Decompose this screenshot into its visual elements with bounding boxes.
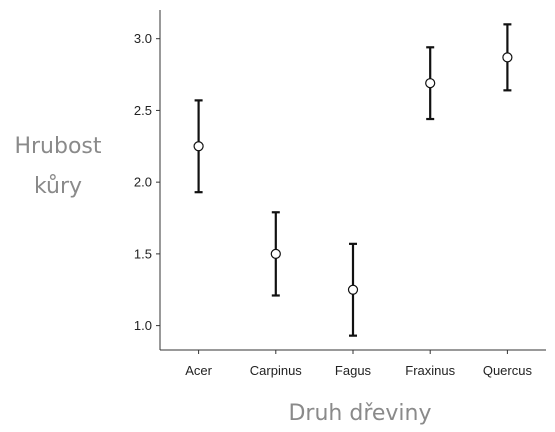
x-ticks: Acer Carpinus Fagus Fraxinus Quercus [185,350,532,378]
error-bar-quercus [502,23,513,92]
error-bar-acer [193,99,204,194]
y-tick: 2.5 [134,103,160,118]
y-tick: 3.0 [134,31,160,46]
y-axis-title-line-2: kůry [34,174,82,199]
y-tick: 1.5 [134,246,160,261]
x-tick: Carpinus [250,350,303,378]
x-tick: Fraxinus [405,350,456,378]
x-tick-label: Fraxinus [405,363,455,378]
x-axis-title: Druh dřeviny [288,401,431,426]
y-tick-label: 2.0 [134,175,152,190]
y-tick: 1.0 [134,318,160,333]
data-marks [193,23,513,337]
y-axis-title-line-1: Hrubost [14,134,101,159]
error-bar-carpinus [270,211,281,297]
y-tick-label: 2.5 [134,103,152,118]
mean-point [502,52,513,63]
x-tick-label: Fagus [335,363,372,378]
x-tick: Acer [185,350,213,378]
y-tick-label: 1.5 [134,246,152,261]
mean-point [425,78,436,89]
axes: 1.0 1.5 2.0 2.5 3.0 Acer Carpinus Fagus Fraxinu… [134,10,546,378]
y-ticks: 1.0 1.5 2.0 2.5 3.0 [134,31,160,333]
x-tick: Quercus [483,350,533,378]
y-tick-label: 1.0 [134,318,152,333]
error-bar-fagus [347,242,359,337]
mean-point [270,248,281,259]
y-tick-label: 3.0 [134,31,152,46]
x-tick: Fagus [335,350,372,378]
mean-point [193,141,204,152]
mean-point [347,284,359,295]
x-tick-label: Quercus [483,363,533,378]
x-tick-label: Carpinus [250,363,303,378]
y-tick: 2.0 [134,175,160,190]
x-tick-label: Acer [185,363,212,378]
error-bar-fraxinus [425,46,436,121]
